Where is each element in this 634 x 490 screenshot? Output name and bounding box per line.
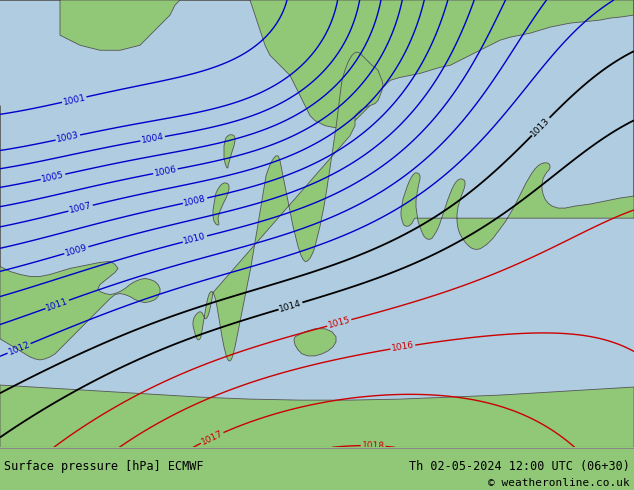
Text: Surface pressure [hPa] ECMWF: Surface pressure [hPa] ECMWF: [4, 460, 204, 473]
Text: 1007: 1007: [68, 201, 93, 215]
Text: 1010: 1010: [183, 232, 207, 246]
Text: 1012: 1012: [7, 340, 31, 357]
Polygon shape: [0, 0, 634, 128]
Polygon shape: [294, 329, 336, 356]
Text: 1018: 1018: [361, 441, 385, 451]
Text: 1006: 1006: [153, 165, 178, 178]
Text: 1017: 1017: [200, 429, 224, 447]
Polygon shape: [224, 135, 235, 168]
Text: 1005: 1005: [41, 170, 65, 184]
Polygon shape: [0, 385, 634, 447]
Text: 1013: 1013: [529, 115, 552, 138]
Text: 1003: 1003: [56, 131, 80, 145]
Polygon shape: [0, 105, 160, 360]
Text: 1015: 1015: [327, 316, 351, 330]
Text: 1016: 1016: [391, 341, 415, 353]
Text: 1009: 1009: [64, 243, 89, 258]
Text: Th 02-05-2024 12:00 UTC (06+30): Th 02-05-2024 12:00 UTC (06+30): [409, 460, 630, 473]
Polygon shape: [193, 52, 383, 361]
Text: 1004: 1004: [141, 132, 165, 145]
Text: © weatheronline.co.uk: © weatheronline.co.uk: [488, 478, 630, 488]
Polygon shape: [213, 183, 229, 225]
Text: 1001: 1001: [62, 93, 86, 106]
Text: 1008: 1008: [183, 194, 207, 208]
Text: 1011: 1011: [45, 296, 70, 313]
Text: 1014: 1014: [278, 298, 303, 314]
Polygon shape: [401, 0, 634, 249]
